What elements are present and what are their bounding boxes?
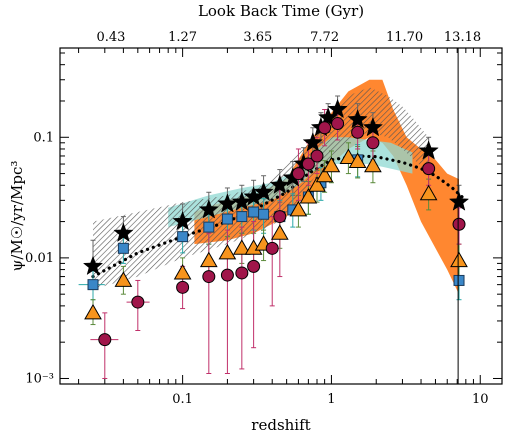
x-tick-label: 10 (472, 392, 489, 407)
triangle-point (270, 224, 289, 240)
triangle-point (84, 303, 102, 320)
square-point (203, 221, 215, 233)
circle-point (98, 333, 112, 347)
star-point (448, 191, 470, 211)
square-point (221, 213, 233, 225)
triangle-point (232, 239, 251, 255)
star-point (327, 98, 348, 119)
triangle-point (348, 152, 367, 168)
triangle-point (339, 148, 358, 164)
star-point (172, 210, 193, 231)
triangle-point (199, 251, 218, 268)
markers-layer (82, 98, 470, 347)
circle-point (247, 259, 261, 273)
circle-point (351, 125, 365, 139)
square-point (177, 231, 189, 243)
star-point (418, 140, 439, 160)
y-tick-label: 0.01 (25, 251, 54, 266)
circle-point (422, 162, 436, 176)
circle-point (273, 210, 287, 224)
star-point (113, 222, 134, 242)
plot-frame (59, 47, 503, 385)
top-tick-label: 0.43 (96, 30, 125, 45)
top-axis-title: Look Back Time (Gyr) (198, 2, 364, 20)
triangle-point (419, 184, 438, 201)
top-tick-label: 3.65 (243, 30, 272, 45)
square-point (248, 206, 260, 218)
circle-point (220, 268, 234, 282)
triangle-point (218, 243, 237, 260)
circle-point (291, 167, 305, 181)
circle-point (331, 117, 345, 131)
top-tick-label: 1.27 (168, 30, 197, 45)
y-axis-title: ψ/M☉/yr/Mpc³ (8, 161, 26, 272)
square-point (87, 279, 99, 291)
top-tick-label: 7.72 (310, 30, 339, 45)
triangle-point (315, 166, 334, 183)
x-axis-title: redshift (251, 416, 310, 434)
triangle-point (322, 156, 341, 173)
square-point (117, 242, 129, 254)
star-point (82, 255, 104, 276)
triangle-point (308, 176, 326, 192)
triangle-point (299, 187, 318, 204)
circle-point (265, 241, 279, 255)
triangle-point (173, 263, 192, 280)
circle-point (176, 280, 190, 294)
triangle-point (450, 251, 468, 268)
star-point (231, 191, 252, 211)
circle-point (310, 149, 324, 163)
circle-point (301, 157, 315, 171)
triangle-point (114, 271, 133, 287)
top-tick-label: 11.70 (386, 30, 423, 45)
square-point (258, 208, 270, 220)
square-point (236, 211, 248, 223)
x-tick-label: 1 (327, 392, 335, 407)
square-point (453, 274, 465, 286)
frame-layer: 0.1 1 10 10⁻³ 0.01 0.1 0.43 1.27 3.65 7.72 11.70 13… (25, 30, 503, 407)
top-tick-label: 13.18 (444, 30, 481, 45)
circle-point (131, 295, 145, 309)
star-point (347, 108, 368, 129)
star-point (302, 132, 324, 152)
circle-point (452, 217, 466, 231)
star-point (253, 181, 274, 201)
band-2 (93, 87, 429, 290)
star-point (362, 116, 384, 137)
triangle-point (289, 200, 308, 217)
star-point (269, 174, 290, 194)
circle-point (318, 121, 332, 135)
y-tick-label: 10⁻³ (25, 371, 54, 386)
y-tick-label: 0.1 (33, 130, 54, 145)
circle-point (235, 266, 249, 280)
star-point (198, 199, 219, 219)
labels-layer: Look Back Time (Gyr) redshift ψ/M☉/yr/Mp… (8, 2, 364, 434)
x-tick-label: 0.1 (172, 392, 193, 407)
circle-point (366, 136, 380, 150)
circle-point (202, 270, 216, 284)
triangle-point (364, 156, 382, 173)
